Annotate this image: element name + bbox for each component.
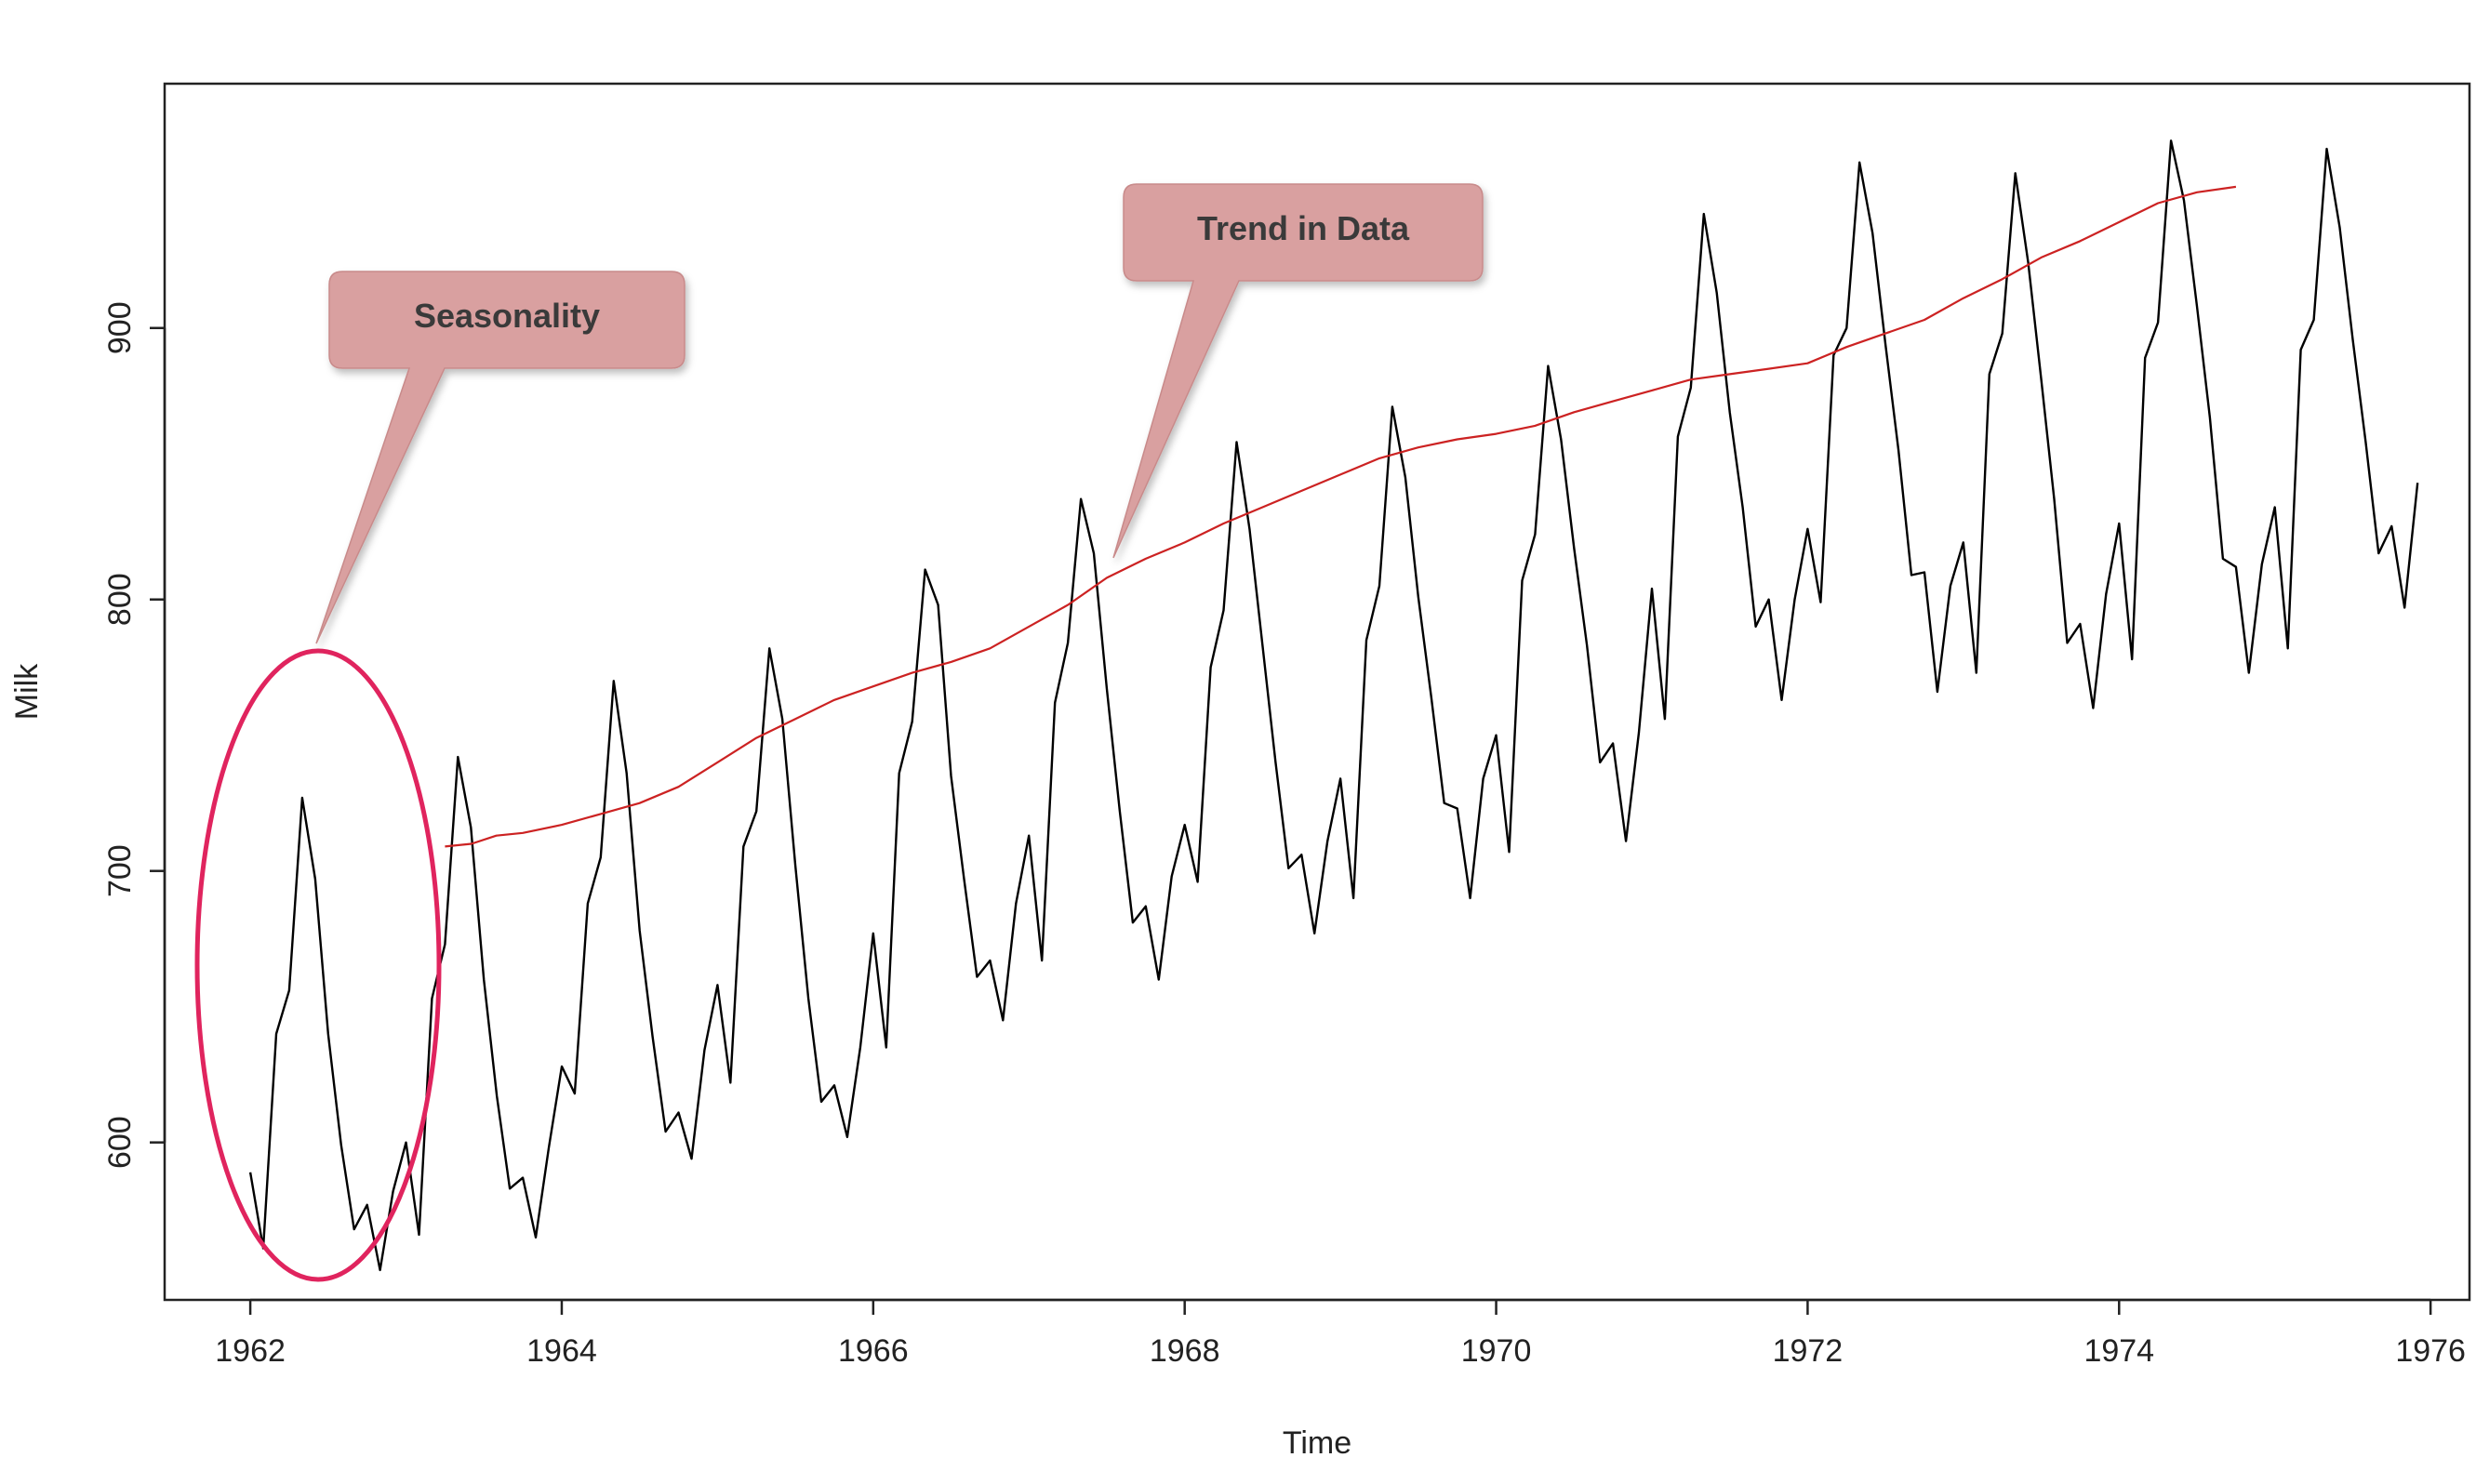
seasonality-callout-shape xyxy=(315,271,686,644)
trend-callout-label: Trend in Data xyxy=(1197,209,1410,247)
x-tick-label: 1968 xyxy=(1150,1333,1220,1369)
seasonality-highlight-ellipse xyxy=(194,648,442,1282)
x-tick-label: 1972 xyxy=(1773,1333,1844,1369)
x-tick-label: 1962 xyxy=(215,1333,286,1369)
x-tick-label: 1976 xyxy=(2395,1333,2466,1369)
y-axis-title: Milk xyxy=(9,663,45,720)
y-tick-label: 800 xyxy=(102,573,138,626)
seasonality-callout-label: Seasonality xyxy=(414,297,600,335)
x-tick-label: 1966 xyxy=(838,1333,909,1369)
trend-callout xyxy=(1112,183,1484,559)
y-axis: 600 700 800 900 xyxy=(102,301,166,1169)
y-tick-label: 900 xyxy=(102,301,138,354)
y-tick-label: 700 xyxy=(102,844,138,897)
trend-callout-shape xyxy=(1112,183,1484,559)
milk-series-line xyxy=(248,139,2419,1272)
x-tick-label: 1974 xyxy=(2083,1333,2154,1369)
seasonality-callout xyxy=(315,271,686,644)
x-axis-title: Time xyxy=(1283,1425,1351,1461)
x-tick-label: 1964 xyxy=(526,1333,597,1369)
x-axis: 1962 1964 1966 1968 1970 1972 1974 1976 xyxy=(215,1298,2466,1369)
series-layer xyxy=(248,139,2419,1272)
trend-series-line xyxy=(445,185,2237,848)
y-tick-label: 600 xyxy=(102,1116,138,1169)
x-tick-label: 1970 xyxy=(1461,1333,1532,1369)
